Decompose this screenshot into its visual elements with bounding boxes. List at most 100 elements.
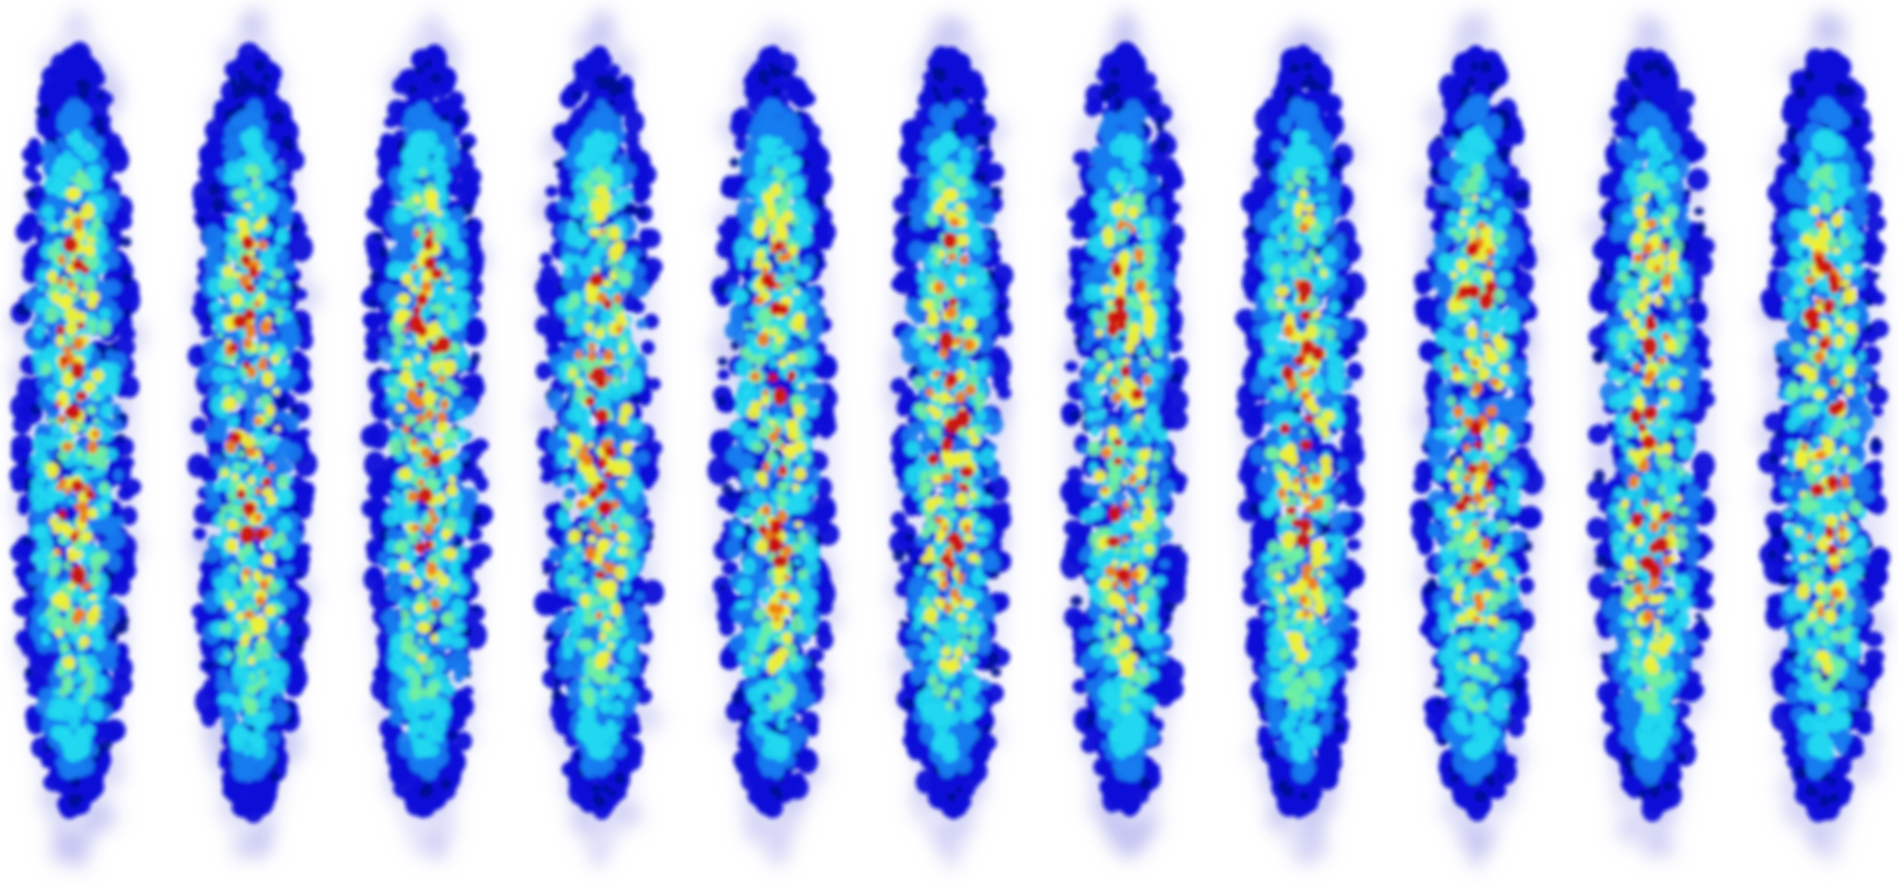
- green-spot: [242, 464, 249, 472]
- navy-spot: [110, 633, 117, 639]
- navy-spot: [78, 795, 84, 802]
- yellow-spot: [439, 360, 446, 367]
- green-spot: [225, 255, 233, 263]
- yellow-spot: [92, 369, 104, 382]
- navy-spot: [208, 183, 220, 197]
- cyan-spot: [210, 301, 222, 313]
- yellow-spot: [274, 426, 281, 432]
- green-spot: [419, 168, 427, 178]
- navy-spot: [374, 232, 383, 241]
- green-spot: [254, 642, 262, 649]
- green-spot: [428, 614, 436, 624]
- red-spot: [72, 259, 84, 271]
- azure-spot: [281, 591, 297, 608]
- green-spot: [217, 333, 223, 339]
- yellow-spot: [236, 218, 248, 229]
- orange-spot: [426, 562, 437, 576]
- green-spot: [249, 211, 255, 217]
- cyan-spot: [72, 136, 84, 148]
- yellow-spot: [83, 381, 96, 392]
- blue-spot: [122, 457, 134, 469]
- red-spot: [425, 540, 433, 550]
- red-spot: [65, 405, 80, 420]
- green-spot: [409, 686, 421, 701]
- orange-spot: [259, 580, 269, 590]
- green-spot: [50, 224, 59, 232]
- yellow-spot: [87, 299, 97, 309]
- orange-spot: [87, 441, 98, 454]
- cyan-spot: [393, 504, 409, 524]
- yellow-spot: [65, 322, 77, 336]
- cyan-spot: [213, 537, 224, 546]
- yellow-spot: [445, 275, 451, 281]
- green-spot: [394, 542, 403, 554]
- yellow-spot: [222, 266, 233, 278]
- cyan-spot: [252, 742, 266, 759]
- yellow-spot: [430, 362, 441, 374]
- red-spot: [429, 453, 442, 466]
- cyan-spot: [41, 205, 55, 219]
- blue-spot: [468, 549, 484, 569]
- cyan-spot: [428, 715, 446, 737]
- blue-spot: [18, 405, 32, 417]
- green-spot: [237, 554, 245, 562]
- yellow-spot: [46, 463, 59, 479]
- green-spot: [242, 695, 249, 702]
- navy-spot: [454, 115, 464, 127]
- yellow-spot: [435, 421, 448, 433]
- cyan-spot: [32, 525, 45, 540]
- blue-spot: [375, 665, 389, 681]
- yellow-spot: [221, 470, 229, 477]
- yellow-spot: [430, 634, 438, 643]
- yellow-spot: [410, 285, 417, 292]
- orange-spot: [254, 418, 262, 426]
- red-spot: [77, 322, 86, 329]
- cyan-spot: [45, 576, 58, 591]
- cyan-spot: [277, 625, 288, 637]
- red-spot: [60, 356, 68, 364]
- azure-spot: [392, 710, 403, 724]
- green-spot: [87, 405, 96, 414]
- red-spot: [63, 237, 78, 253]
- blue-spot: [547, 525, 562, 540]
- green-spot: [234, 463, 241, 472]
- halo-spot: [247, 15, 261, 33]
- green-spot: [256, 682, 263, 690]
- orange-spot: [55, 549, 61, 556]
- yellow-spot: [85, 237, 94, 244]
- orange-spot: [92, 430, 100, 438]
- green-spot: [232, 190, 242, 200]
- red-spot: [230, 343, 238, 353]
- cyan-spot: [56, 706, 74, 722]
- green-spot: [97, 445, 108, 458]
- green-spot: [80, 598, 87, 605]
- orange-spot: [254, 487, 262, 495]
- cyan-spot: [104, 494, 113, 502]
- cyan-spot: [38, 298, 48, 311]
- cyan-spot: [447, 239, 456, 248]
- halo-spot: [72, 851, 84, 861]
- navy-spot: [97, 93, 104, 99]
- green-spot: [242, 581, 255, 595]
- yellow-spot: [80, 531, 93, 542]
- green-spot: [428, 470, 436, 477]
- green-spot: [271, 269, 283, 279]
- halo-spot: [431, 841, 448, 862]
- navy-spot: [116, 621, 128, 633]
- cyan-spot: [41, 632, 51, 645]
- cyan-spot: [68, 498, 76, 505]
- blue-spot: [456, 182, 477, 206]
- green-spot: [72, 624, 80, 634]
- navy-spot: [290, 283, 299, 293]
- red-spot: [431, 344, 440, 355]
- page-body: (() => { const data = JSON.parse(documen…: [0, 0, 1898, 884]
- cyan-spot: [390, 490, 399, 497]
- yellow-spot: [407, 380, 416, 389]
- navy-spot: [237, 71, 245, 78]
- green-spot: [432, 304, 445, 315]
- red-spot: [423, 237, 434, 250]
- azure-spot: [113, 469, 123, 481]
- cyan-spot: [100, 403, 113, 419]
- cyan-spot: [44, 384, 57, 401]
- navy-spot: [277, 396, 288, 408]
